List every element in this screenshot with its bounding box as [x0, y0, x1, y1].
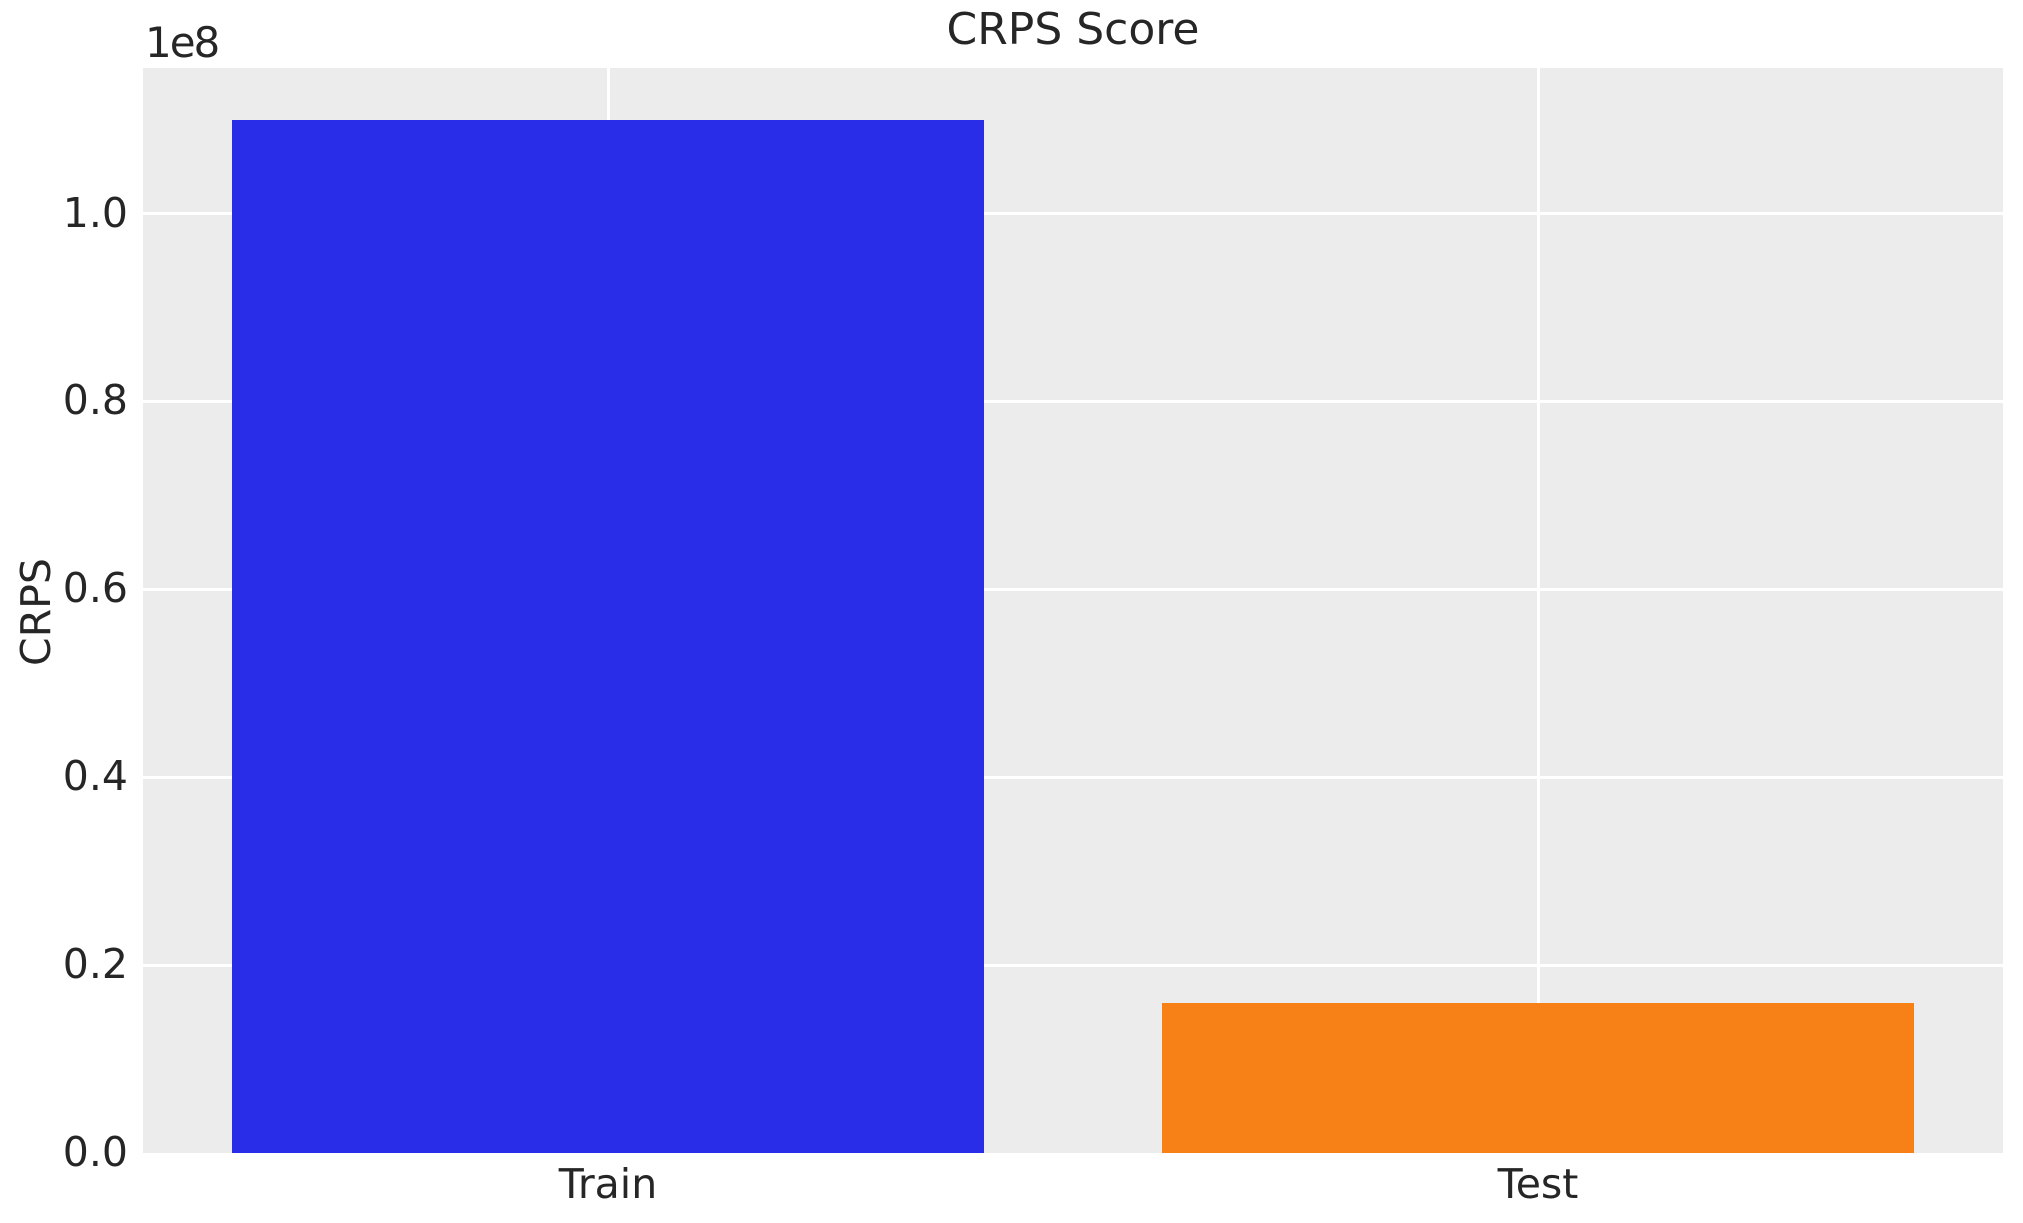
plot-area [143, 68, 2003, 1153]
bar-test [1162, 1002, 1914, 1153]
gridline-x-test [1536, 68, 1540, 1153]
gridline-y-0.4 [143, 775, 2003, 779]
gridline-y-0.8 [143, 399, 2003, 403]
y-tick-label-0.6: 0.6 [62, 564, 128, 613]
chart-title: CRPS Score [946, 4, 1200, 55]
gridline-y-0.6 [143, 587, 2003, 591]
y-tick-label-0.0: 0.0 [62, 1128, 128, 1176]
y-tick-label-0.8: 0.8 [62, 376, 128, 425]
x-tick-label-test: Test [1497, 1160, 1579, 1208]
y-tick-label-0.4: 0.4 [62, 752, 128, 801]
bar-train [232, 119, 984, 1153]
y-axis-offset-text: 1e8 [145, 18, 220, 67]
gridline-y-1.0 [143, 212, 2003, 216]
y-tick-label-0.2: 0.2 [62, 940, 128, 989]
y-tick-label-1.0: 1.0 [62, 188, 128, 237]
gridline-y-0.2 [143, 963, 2003, 967]
x-tick-label-train: Train [558, 1160, 658, 1208]
